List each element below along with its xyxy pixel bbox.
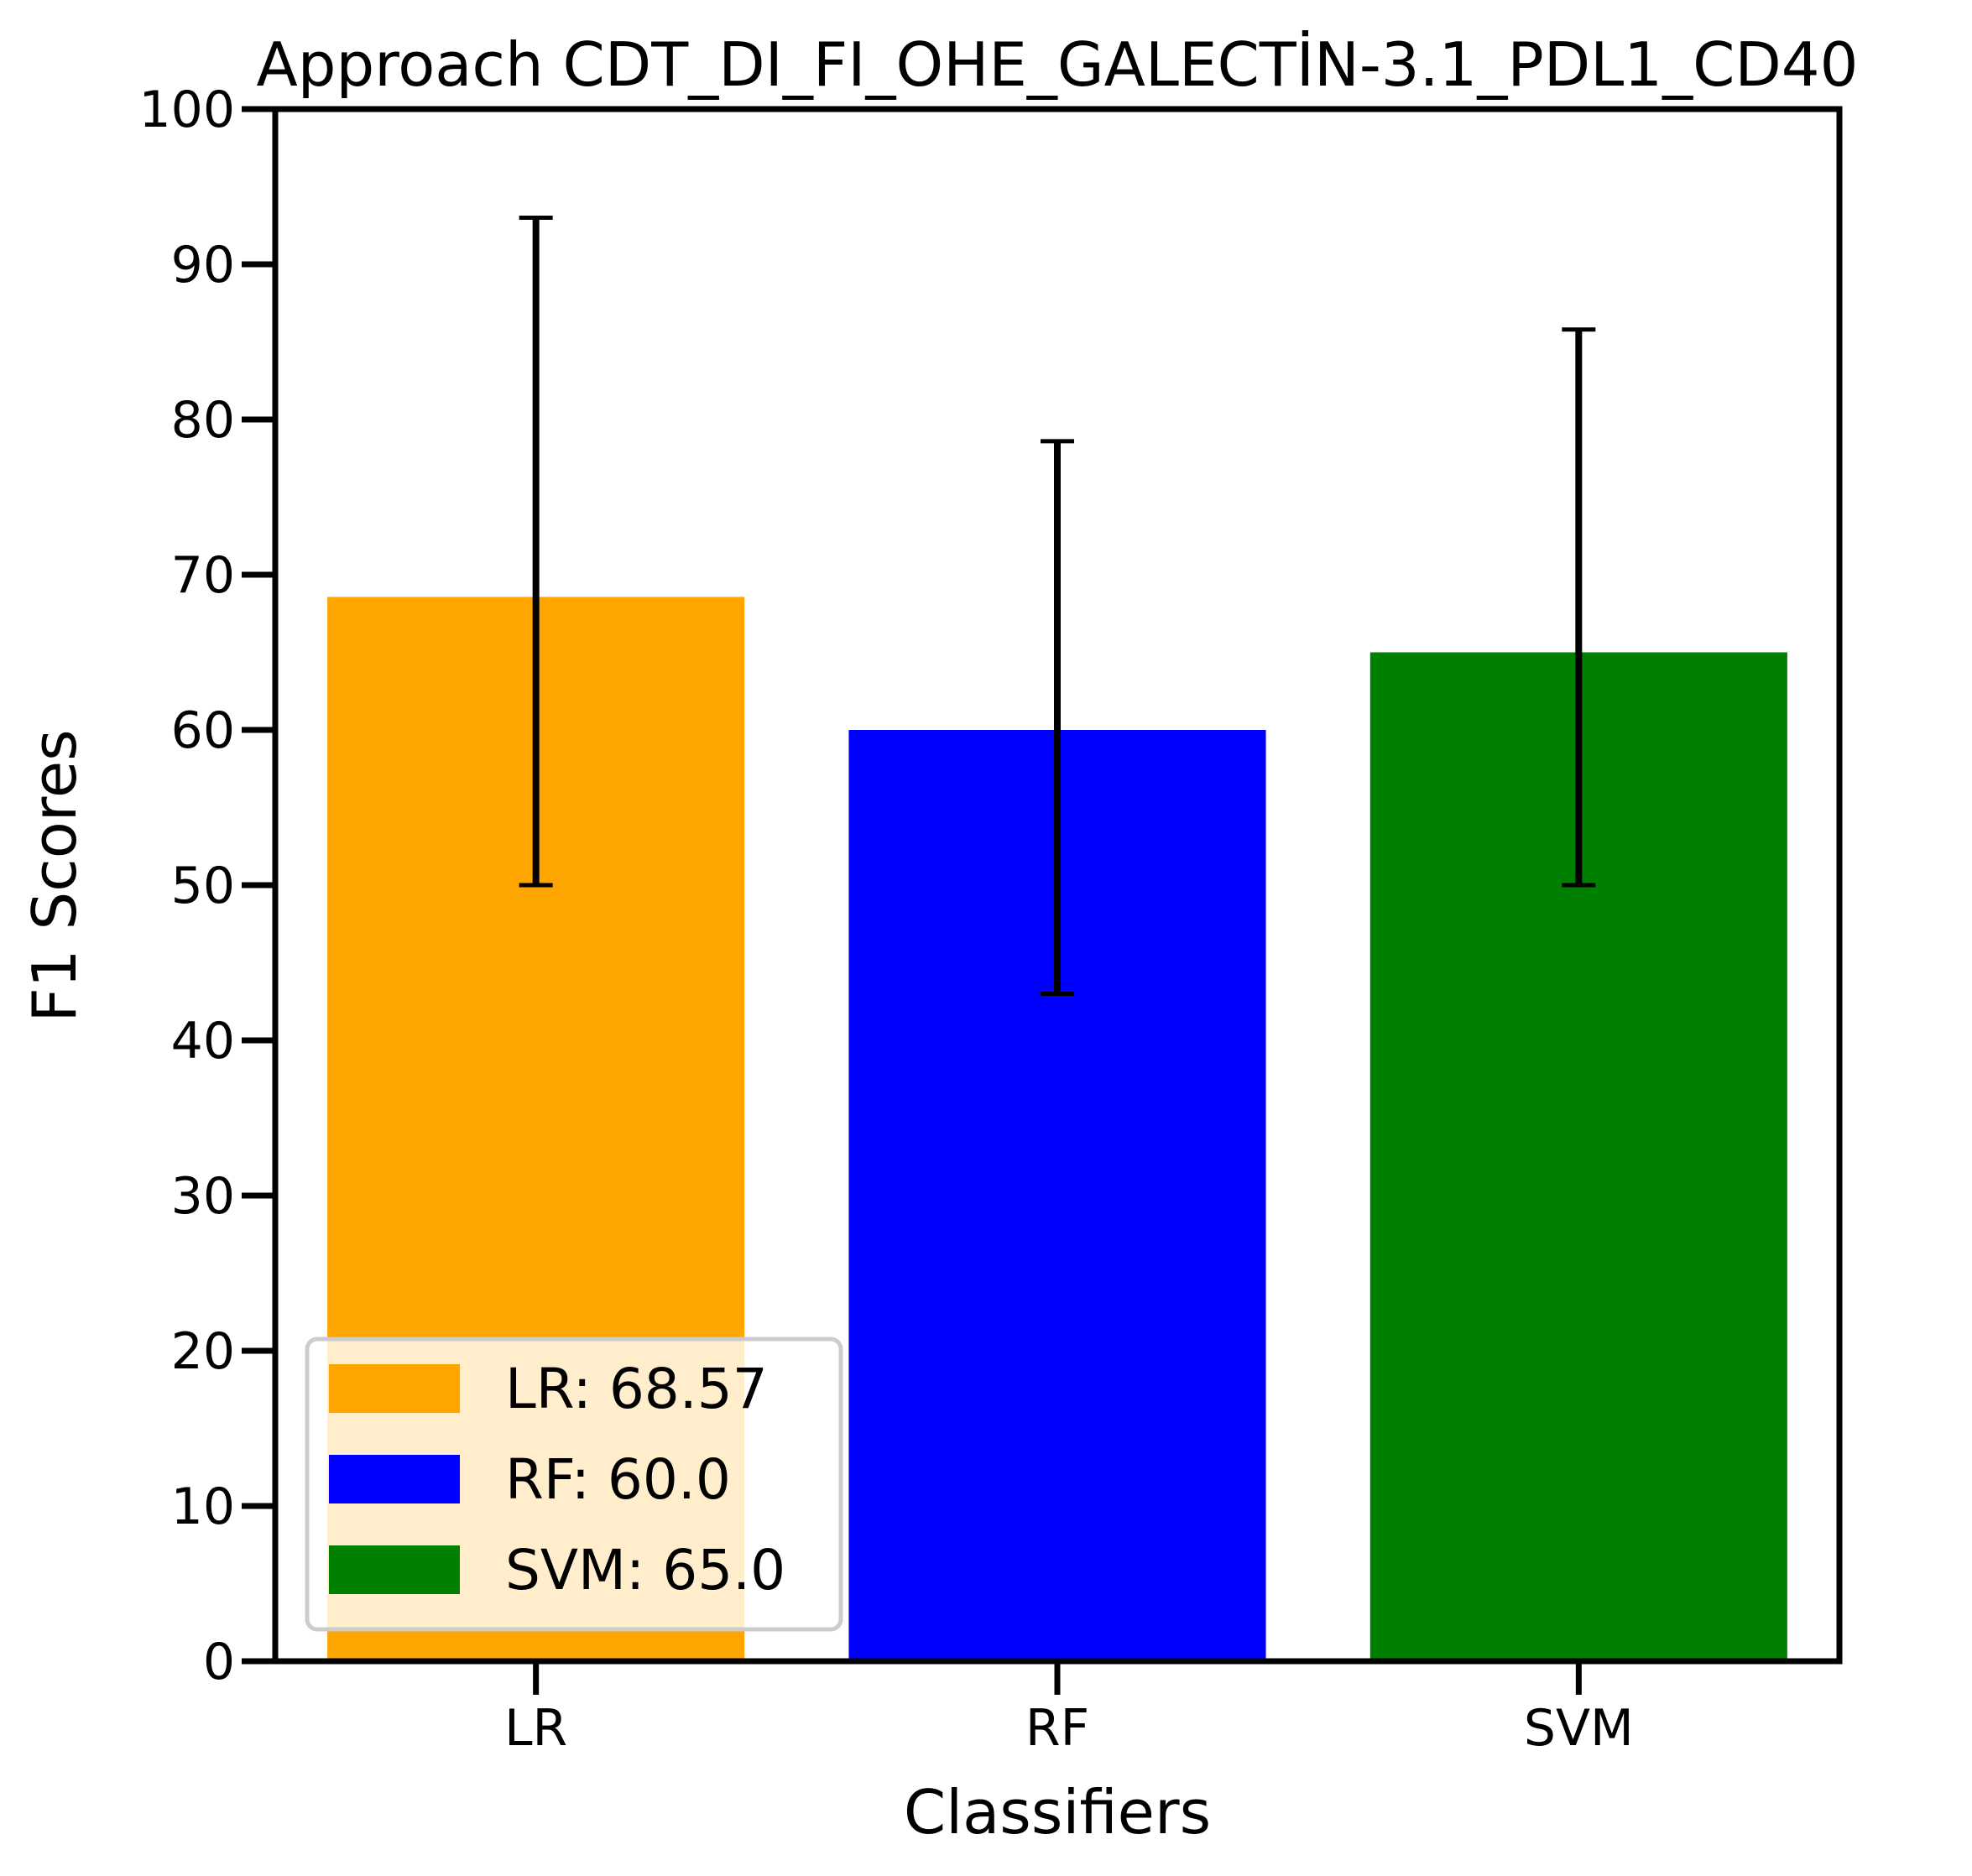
y-axis-ticks: 0 10 20 30 40 50 60 70 80 90 100 bbox=[138, 81, 275, 1691]
error-bar-rf bbox=[1041, 439, 1074, 996]
y-tick-label: 20 bbox=[171, 1322, 235, 1381]
legend: LR: 68.57 RF: 60.0 SVM: 65.0 bbox=[305, 1337, 843, 1632]
legend-entry-label: SVM: 65.0 bbox=[505, 1538, 785, 1602]
y-tick-label: 80 bbox=[171, 391, 235, 450]
x-axis-label: Classifiers bbox=[904, 1777, 1211, 1847]
x-tick-label: LR bbox=[504, 1699, 567, 1758]
error-bar-lr bbox=[519, 216, 553, 888]
y-tick-label: 30 bbox=[171, 1167, 235, 1226]
y-tick-label: 100 bbox=[138, 81, 235, 139]
legend-swatch bbox=[329, 1364, 460, 1413]
y-tick-label: 60 bbox=[171, 701, 235, 760]
legend-swatch bbox=[329, 1545, 460, 1594]
y-tick-label: 70 bbox=[171, 546, 235, 605]
y-tick-label: 50 bbox=[171, 857, 235, 915]
x-tick-label: SVM bbox=[1524, 1699, 1634, 1758]
y-axis-label: F1 Scores bbox=[19, 729, 90, 1022]
y-tick-label: 10 bbox=[171, 1477, 235, 1536]
legend-entry-label: RF: 60.0 bbox=[505, 1447, 731, 1512]
chart-title: Approach CDT_DI_FI_OHE_GALECTİN-3.1_PDL1… bbox=[257, 29, 1859, 100]
x-tick-label: RF bbox=[1025, 1699, 1089, 1758]
y-tick-label: 0 bbox=[203, 1633, 235, 1691]
legend-entry-label: LR: 68.57 bbox=[505, 1357, 768, 1421]
x-axis-ticks: LR RF SVM bbox=[504, 1661, 1634, 1758]
y-tick-label: 90 bbox=[171, 236, 235, 294]
y-tick-label: 40 bbox=[171, 1012, 235, 1071]
error-bar-svm bbox=[1562, 327, 1596, 888]
error-bars bbox=[519, 216, 1596, 996]
legend-swatch bbox=[329, 1455, 460, 1503]
